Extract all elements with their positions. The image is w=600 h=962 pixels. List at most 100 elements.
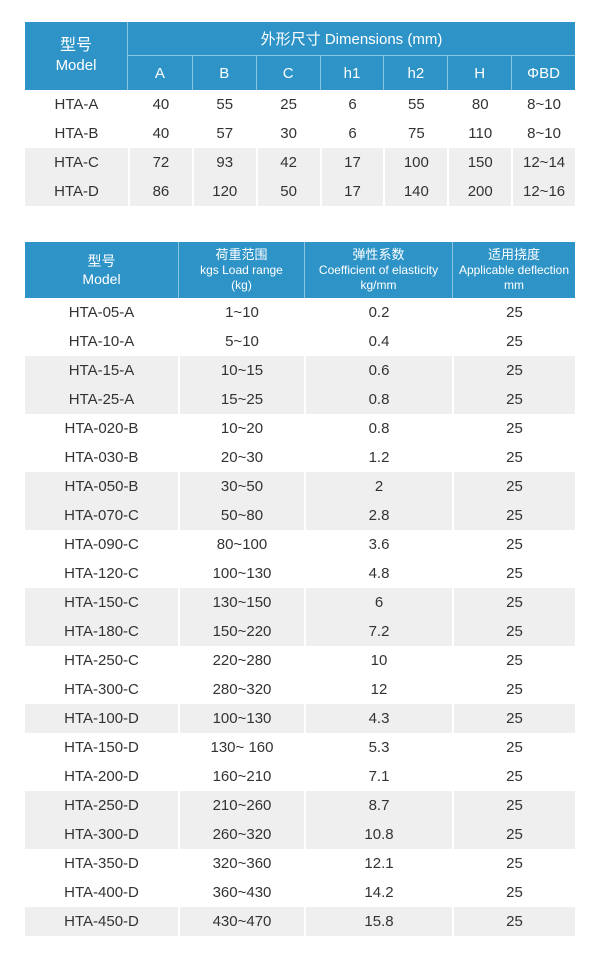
model-cell: HTA-150-D bbox=[25, 733, 178, 762]
header-line: 荷重范围 bbox=[215, 247, 268, 262]
deflection-cell: 25 bbox=[452, 762, 575, 791]
load-range-cell: 160~210 bbox=[178, 762, 304, 791]
model-cell: HTA-250-C bbox=[25, 646, 178, 675]
deflection-cell: 25 bbox=[452, 588, 575, 617]
spec-table-row: HTA-120-C 100~130 4.8 25 bbox=[25, 559, 575, 588]
load-range-cell: 280~320 bbox=[178, 675, 304, 704]
dimensions-table-row: HTA-B 40 57 30 6 75 110 8~10 bbox=[25, 119, 575, 148]
coefficient-cell: 0.2 bbox=[304, 298, 452, 327]
deflection-cell: 25 bbox=[452, 327, 575, 356]
load-range-cell: 360~430 bbox=[178, 878, 304, 907]
dim-column-header: B bbox=[191, 56, 256, 90]
model-cell: HTA-100-D bbox=[25, 704, 178, 733]
model-cell: HTA-300-D bbox=[25, 820, 178, 849]
model-cell: HTA-05-A bbox=[25, 298, 178, 327]
model-cell: HTA-C bbox=[25, 148, 128, 177]
load-range-cell: 220~280 bbox=[178, 646, 304, 675]
deflection-cell: 25 bbox=[452, 646, 575, 675]
model-cell: HTA-D bbox=[25, 177, 128, 206]
model-cell: HTA-A bbox=[25, 90, 128, 119]
deflection-cell: 25 bbox=[452, 907, 575, 936]
deflection-cell: 25 bbox=[452, 443, 575, 472]
header-line: 适用挠度 bbox=[487, 247, 540, 262]
spec-table-row: HTA-050-B 30~50 2 25 bbox=[25, 472, 575, 501]
header-line: kg/mm bbox=[360, 278, 397, 292]
spec-column-header: 适用挠度 Applicable deflection mm bbox=[452, 242, 575, 298]
deflection-cell: 25 bbox=[452, 356, 575, 385]
model-cell: HTA-050-B bbox=[25, 472, 178, 501]
model-cell: HTA-25-A bbox=[25, 385, 178, 414]
spec-table-row: HTA-10-A 5~10 0.4 25 bbox=[25, 327, 575, 356]
load-range-cell: 5~10 bbox=[178, 327, 304, 356]
coefficient-cell: 0.4 bbox=[304, 327, 452, 356]
coefficient-cell: 10 bbox=[304, 646, 452, 675]
deflection-cell: 25 bbox=[452, 472, 575, 501]
dimensions-table-row: HTA-C 72 93 42 17 100 150 12~14 bbox=[25, 148, 575, 177]
spec-table-row: HTA-090-C 80~100 3.6 25 bbox=[25, 530, 575, 559]
model-cell: HTA-090-C bbox=[25, 530, 178, 559]
load-range-cell: 260~320 bbox=[178, 820, 304, 849]
dim-column-header: h1 bbox=[319, 56, 384, 90]
deflection-cell: 25 bbox=[452, 530, 575, 559]
value-cell: 57 bbox=[191, 119, 256, 148]
value-cell: 40 bbox=[128, 119, 192, 148]
value-cell: 200 bbox=[447, 177, 512, 206]
coefficient-cell: 7.1 bbox=[304, 762, 452, 791]
load-range-cell: 430~470 bbox=[178, 907, 304, 936]
value-cell: 55 bbox=[383, 90, 448, 119]
header-line: Applicable deflection bbox=[458, 263, 570, 277]
value-cell: 50 bbox=[255, 177, 320, 206]
spec-table-row: HTA-250-C 220~280 10 25 bbox=[25, 646, 575, 675]
spec-table-row: HTA-020-B 10~20 0.8 25 bbox=[25, 414, 575, 443]
value-cell: 12~14 bbox=[511, 148, 575, 177]
value-cell: 140 bbox=[383, 177, 448, 206]
dimensions-model-header-cell: 型号 Model bbox=[25, 22, 128, 90]
value-cell: 110 bbox=[447, 119, 512, 148]
model-header-en: Model bbox=[55, 57, 97, 74]
coefficient-cell: 5.3 bbox=[304, 733, 452, 762]
spec-table-row: HTA-250-D 210~260 8.7 25 bbox=[25, 791, 575, 820]
spec-column-header: 型号 Model bbox=[25, 242, 178, 298]
load-range-cell: 210~260 bbox=[178, 791, 304, 820]
value-cell: 17 bbox=[319, 148, 384, 177]
dim-column-header: h2 bbox=[383, 56, 447, 90]
model-cell: HTA-120-C bbox=[25, 559, 178, 588]
deflection-cell: 25 bbox=[452, 298, 575, 327]
dimensions-table-body: HTA-A 40 55 25 6 55 80 8~10 HTA-B 40 57 30 6 75 110 8~1… bbox=[25, 90, 575, 206]
dim-column-header: ΦBD bbox=[511, 56, 575, 90]
dim-column-header: C bbox=[255, 56, 320, 90]
coefficient-cell: 14.2 bbox=[304, 878, 452, 907]
spec-table-row: HTA-05-A 1~10 0.2 25 bbox=[25, 298, 575, 327]
model-header-zh: 型号 bbox=[59, 37, 92, 54]
load-range-cell: 100~130 bbox=[178, 559, 304, 588]
deflection-cell: 25 bbox=[452, 791, 575, 820]
load-range-cell: 15~25 bbox=[178, 385, 304, 414]
value-cell: 120 bbox=[191, 177, 256, 206]
value-cell: 72 bbox=[128, 148, 192, 177]
load-range-cell: 100~130 bbox=[178, 704, 304, 733]
header-line: kgs Load range bbox=[200, 263, 283, 277]
load-range-cell: 50~80 bbox=[178, 501, 304, 530]
coefficient-cell: 2.8 bbox=[304, 501, 452, 530]
spec-table-row: HTA-150-D 130~ 160 5.3 25 bbox=[25, 733, 575, 762]
value-cell: 6 bbox=[319, 119, 384, 148]
spec-table-row: HTA-400-D 360~430 14.2 25 bbox=[25, 878, 575, 907]
model-cell: HTA-070-C bbox=[25, 501, 178, 530]
model-cell: HTA-400-D bbox=[25, 878, 178, 907]
load-range-cell: 150~220 bbox=[178, 617, 304, 646]
deflection-cell: 25 bbox=[452, 704, 575, 733]
value-cell: 55 bbox=[191, 90, 256, 119]
value-cell: 86 bbox=[128, 177, 192, 206]
load-range-cell: 130~ 160 bbox=[178, 733, 304, 762]
model-cell: HTA-450-D bbox=[25, 907, 178, 936]
value-cell: 75 bbox=[383, 119, 448, 148]
spec-table-row: HTA-150-C 130~150 6 25 bbox=[25, 588, 575, 617]
value-cell: 100 bbox=[383, 148, 448, 177]
deflection-cell: 25 bbox=[452, 849, 575, 878]
coefficient-cell: 1.2 bbox=[304, 443, 452, 472]
